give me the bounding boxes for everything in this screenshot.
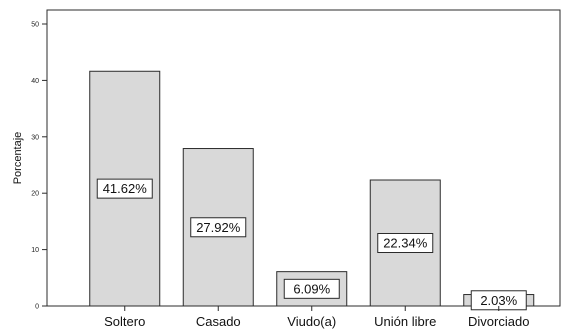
data-label-box xyxy=(283,278,340,299)
x-axis: Soltero Casado Viudo(a) Unión libre Divorcia… xyxy=(104,306,529,329)
y-tick-label: 10 xyxy=(31,247,39,254)
data-label-box xyxy=(190,217,247,238)
y-tick-label: 50 xyxy=(31,22,39,29)
y-tick-label: 40 xyxy=(31,78,39,85)
x-tick-label: Soltero xyxy=(104,314,145,329)
data-labels: 41.62% 27.92% 6.09% 22.34% 2.03% xyxy=(96,178,527,311)
x-tick-label: Viudo(a) xyxy=(287,314,336,329)
data-label: 6.09% xyxy=(293,281,330,296)
data-label-box xyxy=(377,233,434,254)
data-label: 27.92% xyxy=(196,220,241,235)
data-label: 2.03% xyxy=(480,293,517,308)
y-tick-label: 30 xyxy=(31,134,39,141)
data-label: 41.62% xyxy=(103,181,148,196)
y-tick-label: 20 xyxy=(31,191,39,198)
x-tick-label: Casado xyxy=(196,314,241,329)
y-tick-label: 0 xyxy=(35,304,39,311)
x-tick-label: Divorciado xyxy=(468,314,529,329)
y-axis: 0 10 20 30 40 50 xyxy=(31,22,47,311)
x-tick-label: Unión libre xyxy=(374,314,436,329)
data-label-box xyxy=(96,178,153,199)
data-label: 22.34% xyxy=(383,236,428,251)
y-axis-label: Porcentaje xyxy=(12,132,24,185)
